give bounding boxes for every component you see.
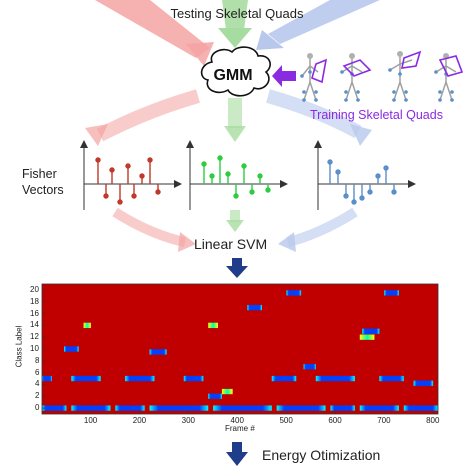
- x-tick-label: 800: [426, 416, 440, 425]
- heatmap-cell-19: [303, 364, 316, 370]
- heatmap-cell-25: [384, 290, 399, 296]
- fisher-vector-green: [186, 140, 288, 210]
- heatmap-cell-14: [183, 375, 204, 382]
- x-tick-label: 100: [83, 416, 98, 425]
- heatmap-cell-10: [221, 388, 233, 395]
- heatmap-cell-26: [83, 322, 91, 329]
- stream-blue-svm: [286, 207, 358, 247]
- stream-green-top-head: [218, 28, 252, 48]
- down-arrow-icon-2: [226, 442, 248, 466]
- heatmap-cell-2: [115, 405, 145, 411]
- heatmap-cell-18: [413, 380, 434, 386]
- skeleton-figure-2: [340, 53, 372, 102]
- heatmap-cell-16: [315, 375, 355, 382]
- heatmap-cell-27: [208, 322, 218, 329]
- stream-blue-top: [268, 0, 380, 44]
- fisher-vector-blue: [314, 140, 416, 210]
- stream-red-top: [95, 0, 210, 58]
- heatmap-cell-6: [330, 405, 355, 411]
- heatmap-cell-23: [247, 304, 262, 311]
- heatmap-ylabel: Class Label: [14, 325, 24, 368]
- stream-blue-svm-head: [278, 232, 296, 252]
- heatmap-cell-11: [42, 375, 52, 382]
- heatmap-cell-21: [64, 346, 79, 352]
- x-tick-label: 300: [181, 416, 196, 425]
- heatmap-axes: [42, 289, 434, 414]
- energy-optimization-label: Energy Otimization: [262, 447, 381, 463]
- x-tick-label: 200: [132, 416, 147, 425]
- skeleton-figure-3: [388, 50, 422, 102]
- heatmap-cell-12: [71, 375, 101, 382]
- heatmap-xlabel: Frame #: [225, 424, 255, 433]
- gmm-cloud: [200, 46, 271, 97]
- heatmap-cell-15: [271, 375, 297, 382]
- x-tick-label: 700: [377, 416, 391, 425]
- heatmap-cell-24: [286, 290, 302, 296]
- stream-red-down: [96, 89, 200, 142]
- stream-green-svm-head: [226, 220, 244, 232]
- stream-red-down-head: [85, 124, 108, 146]
- y-tick-label: 0: [35, 403, 40, 413]
- testing-quads-label: Testing Skeletal Quads: [170, 6, 304, 21]
- heatmap-cell-0: [42, 405, 67, 411]
- y-tick-label: 10: [30, 344, 39, 353]
- y-tick-label: 4: [35, 379, 40, 389]
- heatmap-cell-13: [125, 375, 155, 382]
- y-tick-label: 16: [30, 308, 39, 318]
- y-tick-label: 6: [35, 367, 40, 377]
- y-tick-label: 8: [35, 355, 40, 365]
- x-tick-label: 500: [279, 416, 293, 425]
- heatmap-cell-8: [403, 405, 438, 411]
- stream-red-top-head: [186, 42, 214, 66]
- y-tick-label: 14: [30, 320, 39, 330]
- stream-blue-down-head: [350, 124, 372, 146]
- y-tick-label: 12: [30, 332, 39, 342]
- skeleton-figure-1: [300, 53, 328, 102]
- heatmap-cell-20: [149, 349, 167, 355]
- heatmap-cell-9: [208, 393, 222, 399]
- heatmap-cell-28: [359, 334, 375, 340]
- purple-arrow-icon: [272, 65, 296, 87]
- stream-red-svm: [112, 207, 187, 247]
- stream-green-top: [222, 0, 248, 30]
- stream-red-svm-head: [178, 232, 196, 252]
- heatmap-cell-7: [359, 405, 399, 411]
- down-arrow-icon-1: [226, 258, 248, 278]
- x-tick-label: 400: [230, 416, 244, 425]
- y-tick-label: 18: [30, 296, 39, 306]
- heatmap-cell-1: [71, 405, 111, 411]
- stream-blue-top-head: [256, 30, 284, 50]
- heatmap-cell-17: [379, 375, 404, 382]
- heatmap-cell-5: [276, 405, 326, 411]
- x-tick-label: 600: [328, 416, 342, 425]
- fisher-label-line2: Vectors: [22, 183, 64, 197]
- gmm-label: GMM: [213, 67, 253, 84]
- heatmap-cell-22: [362, 328, 380, 334]
- heatmap-chart: [41, 283, 439, 415]
- skeleton-figure-4: [434, 53, 464, 102]
- fisher-vector-red: [80, 140, 182, 210]
- heatmap-cell-3: [149, 405, 209, 411]
- heatmap-cell-4: [213, 405, 272, 411]
- linear-svm-label: Linear SVM: [194, 236, 268, 252]
- y-tick-label: 20: [30, 284, 39, 294]
- heatmap-segments: [42, 290, 438, 411]
- heatmap-background: [42, 284, 438, 414]
- fisher-label-line1: Fisher: [22, 167, 57, 181]
- training-quads-label: Training Skeletal Quads: [310, 108, 443, 122]
- y-tick-label: 2: [35, 391, 40, 401]
- stream-green-down-head: [224, 126, 246, 142]
